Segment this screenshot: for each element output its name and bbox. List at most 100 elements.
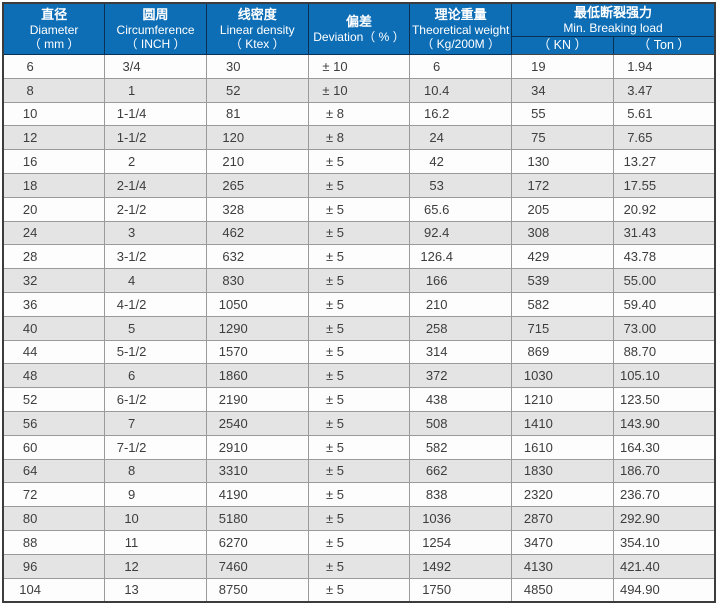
cell: 4-1/2	[104, 291, 207, 317]
cell: ± 5	[307, 482, 411, 508]
cell: 421.40	[612, 553, 716, 579]
cell: 8	[2, 77, 106, 103]
cell: 2	[104, 149, 207, 174]
cell: 265	[205, 172, 309, 198]
cell: 328	[205, 196, 309, 222]
cell: ± 5	[307, 506, 411, 531]
cell: 1254	[409, 529, 513, 555]
cell: 16.2	[409, 101, 513, 127]
cell: 308	[511, 220, 614, 246]
cell: 104	[2, 577, 106, 603]
cell: 166	[409, 268, 513, 293]
cell: 1210	[511, 387, 614, 412]
cell: ± 5	[307, 410, 411, 436]
header-diameter-en: Diameter	[29, 22, 79, 37]
header-circumference: 圆周 Circumference （ INCH ）	[104, 2, 207, 55]
cell: 292.90	[612, 506, 716, 531]
cell: 48	[2, 363, 106, 389]
cell: 44	[2, 339, 106, 365]
table-row: 28 3-1/2 632 ± 5 126.4 429 43.78	[2, 244, 716, 270]
cell: ± 5	[307, 196, 411, 222]
cell: 508	[409, 410, 513, 436]
cell: 1860	[205, 363, 309, 389]
cell: 3.47	[612, 77, 716, 103]
cell: 10	[104, 506, 207, 531]
cell: 40	[2, 315, 106, 341]
cell: 4190	[205, 482, 309, 508]
cell: ± 10	[307, 54, 411, 79]
cell: 6	[104, 363, 207, 389]
cell: 5	[104, 315, 207, 341]
cell: 30	[205, 54, 309, 79]
cell: 494.90	[612, 577, 716, 603]
cell: 17.55	[612, 172, 716, 198]
cell: 120	[205, 125, 309, 151]
cell: 6	[409, 54, 513, 79]
cell: 462	[205, 220, 309, 246]
cell: 88.70	[612, 339, 716, 365]
cell: 130	[511, 149, 614, 174]
cell: 210	[205, 149, 309, 174]
cell: 2870	[511, 506, 614, 531]
cell: 5180	[205, 506, 309, 531]
cell: 81	[205, 101, 309, 127]
header-breaking-load-cn: 最低断裂强力	[574, 5, 653, 21]
cell: 11	[104, 529, 207, 555]
cell: 205	[511, 196, 614, 222]
cell: 43.78	[612, 244, 716, 270]
cell: 3310	[205, 458, 309, 484]
cell: 32	[2, 268, 106, 293]
header-linear-density: 线密度 Linear density （ Ktex ）	[205, 2, 309, 55]
cell: 92.4	[409, 220, 513, 246]
table-row: 10 1-1/4 81 ± 8 16.2 55 5.61	[2, 101, 716, 127]
cell: ± 5	[307, 529, 411, 555]
cell: 8	[104, 458, 207, 484]
cell: ± 5	[307, 291, 411, 317]
header-theoretical-weight-en: Theoretical weight	[411, 22, 510, 37]
cell: ± 5	[307, 315, 411, 341]
header-linear-density-unit: （ Ktex ）	[229, 36, 285, 51]
header-row-main: 直径 Diameter （ mm ） 圆周 Circumference （ IN…	[2, 2, 716, 55]
cell: 1492	[409, 553, 513, 579]
cell: 88	[2, 529, 106, 555]
cell: 1290	[205, 315, 309, 341]
cell: 2540	[205, 410, 309, 436]
cell: 13	[104, 577, 207, 603]
cell: 31.43	[612, 220, 716, 246]
cell: 10	[2, 101, 106, 127]
cell: 4850	[511, 577, 614, 603]
header-ton: （ Ton ）	[612, 36, 716, 55]
cell: 2910	[205, 434, 309, 460]
cell: 126.4	[409, 244, 513, 270]
header-kn: （ KN ）	[511, 36, 614, 55]
cell: 8750	[205, 577, 309, 603]
table-body: 6 3/4 30 ± 10 6 19 1.94 8 1 52 ± 10 10.4 34 3.47 10 1-1…	[2, 54, 716, 603]
cell: 4	[104, 268, 207, 293]
header-diameter: 直径 Diameter （ mm ）	[2, 2, 106, 55]
cell: 869	[511, 339, 614, 365]
cell: 65.6	[409, 196, 513, 222]
cell: 56	[2, 410, 106, 436]
cell: ± 5	[307, 220, 411, 246]
table-row: 8 1 52 ± 10 10.4 34 3.47	[2, 77, 716, 103]
cell: 42	[409, 149, 513, 174]
cell: 55.00	[612, 268, 716, 293]
table-row: 96 12 7460 ± 5 1492 4130 421.40	[2, 553, 716, 579]
cell: 429	[511, 244, 614, 270]
cell: 1050	[205, 291, 309, 317]
cell: 3	[104, 220, 207, 246]
cell: 1830	[511, 458, 614, 484]
cell: 18	[2, 172, 106, 198]
cell: ± 5	[307, 363, 411, 389]
header-circumference-cn: 圆周	[142, 7, 169, 23]
cell: 582	[409, 434, 513, 460]
cell: ± 5	[307, 553, 411, 579]
cell: 53	[409, 172, 513, 198]
cell: 80	[2, 506, 106, 531]
cell: 20	[2, 196, 106, 222]
cell: 7-1/2	[104, 434, 207, 460]
cell: 3/4	[104, 54, 207, 79]
cell: 16	[2, 149, 106, 174]
cell: 2190	[205, 387, 309, 412]
